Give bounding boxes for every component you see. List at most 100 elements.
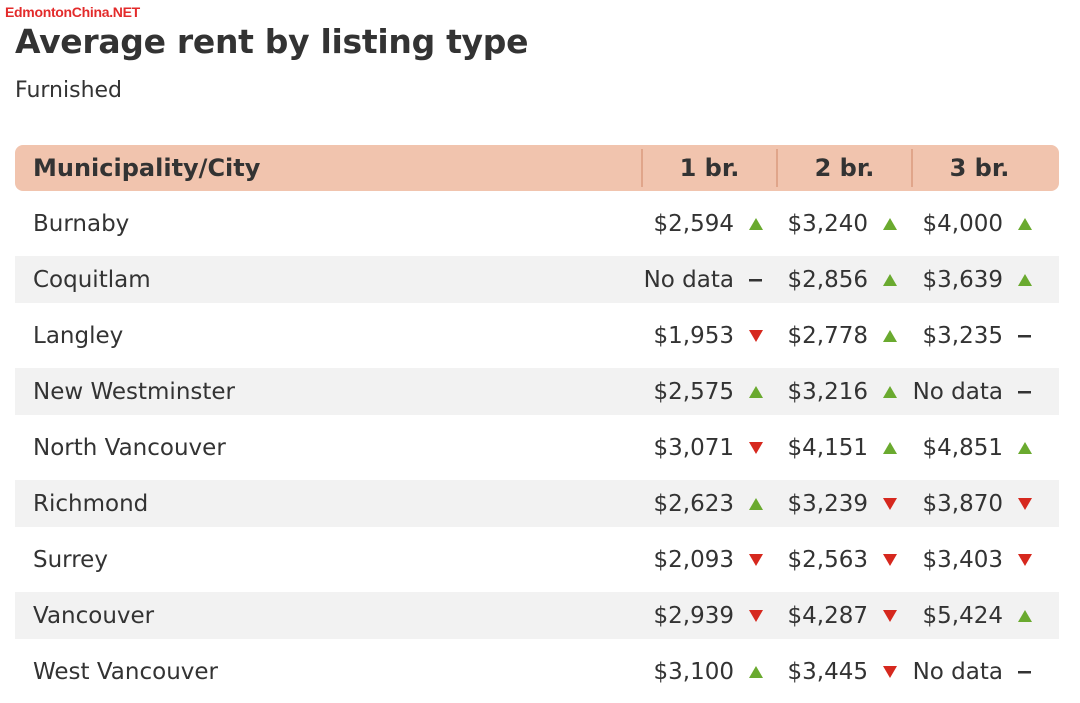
rent-value: $3,100: [653, 658, 734, 685]
city-name: Langley: [33, 322, 124, 349]
trend-up-icon: [1018, 217, 1032, 230]
trend-down-icon: [749, 441, 763, 454]
rent-value: $2,563: [787, 546, 868, 573]
rent-value: $2,594: [653, 210, 734, 237]
trend-down-icon: [749, 553, 763, 566]
rent-value: $3,639: [922, 266, 1003, 293]
rent-value: $3,216: [787, 378, 868, 405]
city-name: Surrey: [33, 546, 108, 573]
rent-value: $4,287: [787, 602, 868, 629]
city-name: Vancouver: [33, 602, 155, 629]
column-divider: [776, 149, 778, 187]
rent-value: $3,240: [787, 210, 868, 237]
trend-up-icon: [883, 385, 897, 398]
rent-table: Municipality/City 1 br. 2 br. 3 br. Burn…: [15, 145, 1059, 695]
rent-value: $3,870: [922, 490, 1003, 517]
rent-cell-3br: $3,639: [910, 267, 1045, 293]
rent-value: $2,093: [653, 546, 734, 573]
column-header-city: Municipality/City: [33, 154, 261, 182]
trend-up-icon: [749, 217, 763, 230]
rent-cell-1br: $1,953: [643, 323, 776, 349]
rent-cell-1br: $2,093: [643, 547, 776, 573]
column-divider: [641, 149, 643, 187]
table-row: Burnaby $2,594 $3,240 $4,000: [15, 200, 1059, 247]
column-header-1br: 1 br.: [679, 154, 740, 182]
rent-cell-1br: No data: [643, 267, 776, 293]
rent-value: $3,239: [787, 490, 868, 517]
rent-value: $1,953: [653, 322, 734, 349]
rent-cell-2br: $2,856: [776, 267, 910, 293]
table-row: Vancouver $2,939 $4,287 $5,424: [15, 592, 1059, 639]
trend-down-icon: [883, 665, 897, 678]
rent-cell-3br: No data: [910, 379, 1045, 405]
column-header-3br: 3 br.: [949, 154, 1010, 182]
rent-cell-2br: $4,287: [776, 603, 910, 629]
watermark-logo: EdmontonChina.NET: [5, 4, 140, 20]
table-row: North Vancouver $3,071 $4,151 $4,851: [15, 424, 1059, 471]
rent-value: $2,623: [653, 490, 734, 517]
rent-cell-2br: $3,216: [776, 379, 910, 405]
rent-value: $4,151: [787, 434, 868, 461]
trend-down-icon: [749, 609, 763, 622]
rent-cell-1br: $2,575: [643, 379, 776, 405]
rent-value: $5,424: [922, 602, 1003, 629]
trend-down-icon: [749, 329, 763, 342]
trend-down-icon: [883, 497, 897, 510]
rent-value: $2,856: [787, 266, 868, 293]
city-name: New Westminster: [33, 378, 236, 405]
city-name: Richmond: [33, 490, 149, 517]
city-name: Burnaby: [33, 210, 130, 237]
rent-value: No data: [912, 658, 1003, 685]
table-row: West Vancouver $3,100 $3,445 No data: [15, 648, 1059, 695]
rent-cell-3br: $4,851: [910, 435, 1045, 461]
rent-cell-2br: $4,151: [776, 435, 910, 461]
trend-up-icon: [883, 217, 897, 230]
trend-flat-icon: [749, 278, 762, 281]
trend-up-icon: [749, 385, 763, 398]
rent-value: No data: [912, 378, 1003, 405]
city-name: West Vancouver: [33, 658, 218, 685]
rent-cell-2br: $3,240: [776, 211, 910, 237]
rent-cell-2br: $3,239: [776, 491, 910, 517]
table-row: New Westminster $2,575 $3,216 No data: [15, 368, 1059, 415]
rent-cell-1br: $3,071: [643, 435, 776, 461]
trend-up-icon: [883, 329, 897, 342]
rent-cell-3br: $3,870: [910, 491, 1045, 517]
trend-up-icon: [1018, 609, 1032, 622]
rent-cell-3br: $3,403: [910, 547, 1045, 573]
trend-down-icon: [883, 553, 897, 566]
table-row: Surrey $2,093 $2,563 $3,403: [15, 536, 1059, 583]
rent-cell-3br: No data: [910, 659, 1045, 685]
rent-value: $3,403: [922, 546, 1003, 573]
rent-value: $2,575: [653, 378, 734, 405]
trend-up-icon: [749, 665, 763, 678]
column-header-2br: 2 br.: [814, 154, 875, 182]
rent-value: $2,939: [653, 602, 734, 629]
rent-value: $3,445: [787, 658, 868, 685]
trend-up-icon: [883, 273, 897, 286]
column-divider: [911, 149, 913, 187]
rent-value: $4,000: [922, 210, 1003, 237]
rent-value: $3,235: [922, 322, 1003, 349]
rent-cell-1br: $2,594: [643, 211, 776, 237]
rent-value: $2,778: [787, 322, 868, 349]
rent-value: $4,851: [922, 434, 1003, 461]
city-name: North Vancouver: [33, 434, 226, 461]
city-name: Coquitlam: [33, 266, 151, 293]
table-header: Municipality/City 1 br. 2 br. 3 br.: [15, 145, 1059, 191]
rent-cell-1br: $3,100: [643, 659, 776, 685]
table-row: Richmond $2,623 $3,239 $3,870: [15, 480, 1059, 527]
trend-flat-icon: [1018, 334, 1031, 337]
trend-up-icon: [883, 441, 897, 454]
rent-cell-2br: $2,563: [776, 547, 910, 573]
rent-cell-3br: $5,424: [910, 603, 1045, 629]
rent-cell-1br: $2,939: [643, 603, 776, 629]
table-row: Coquitlam No data $2,856 $3,639: [15, 256, 1059, 303]
trend-flat-icon: [1018, 390, 1031, 393]
table-body: Burnaby $2,594 $3,240 $4,000 Coquitlam No dat…: [15, 200, 1059, 695]
trend-up-icon: [1018, 441, 1032, 454]
rent-cell-2br: $3,445: [776, 659, 910, 685]
chart-title: Average rent by listing type: [15, 22, 529, 61]
rent-value: No data: [643, 266, 734, 293]
trend-flat-icon: [1018, 670, 1031, 673]
